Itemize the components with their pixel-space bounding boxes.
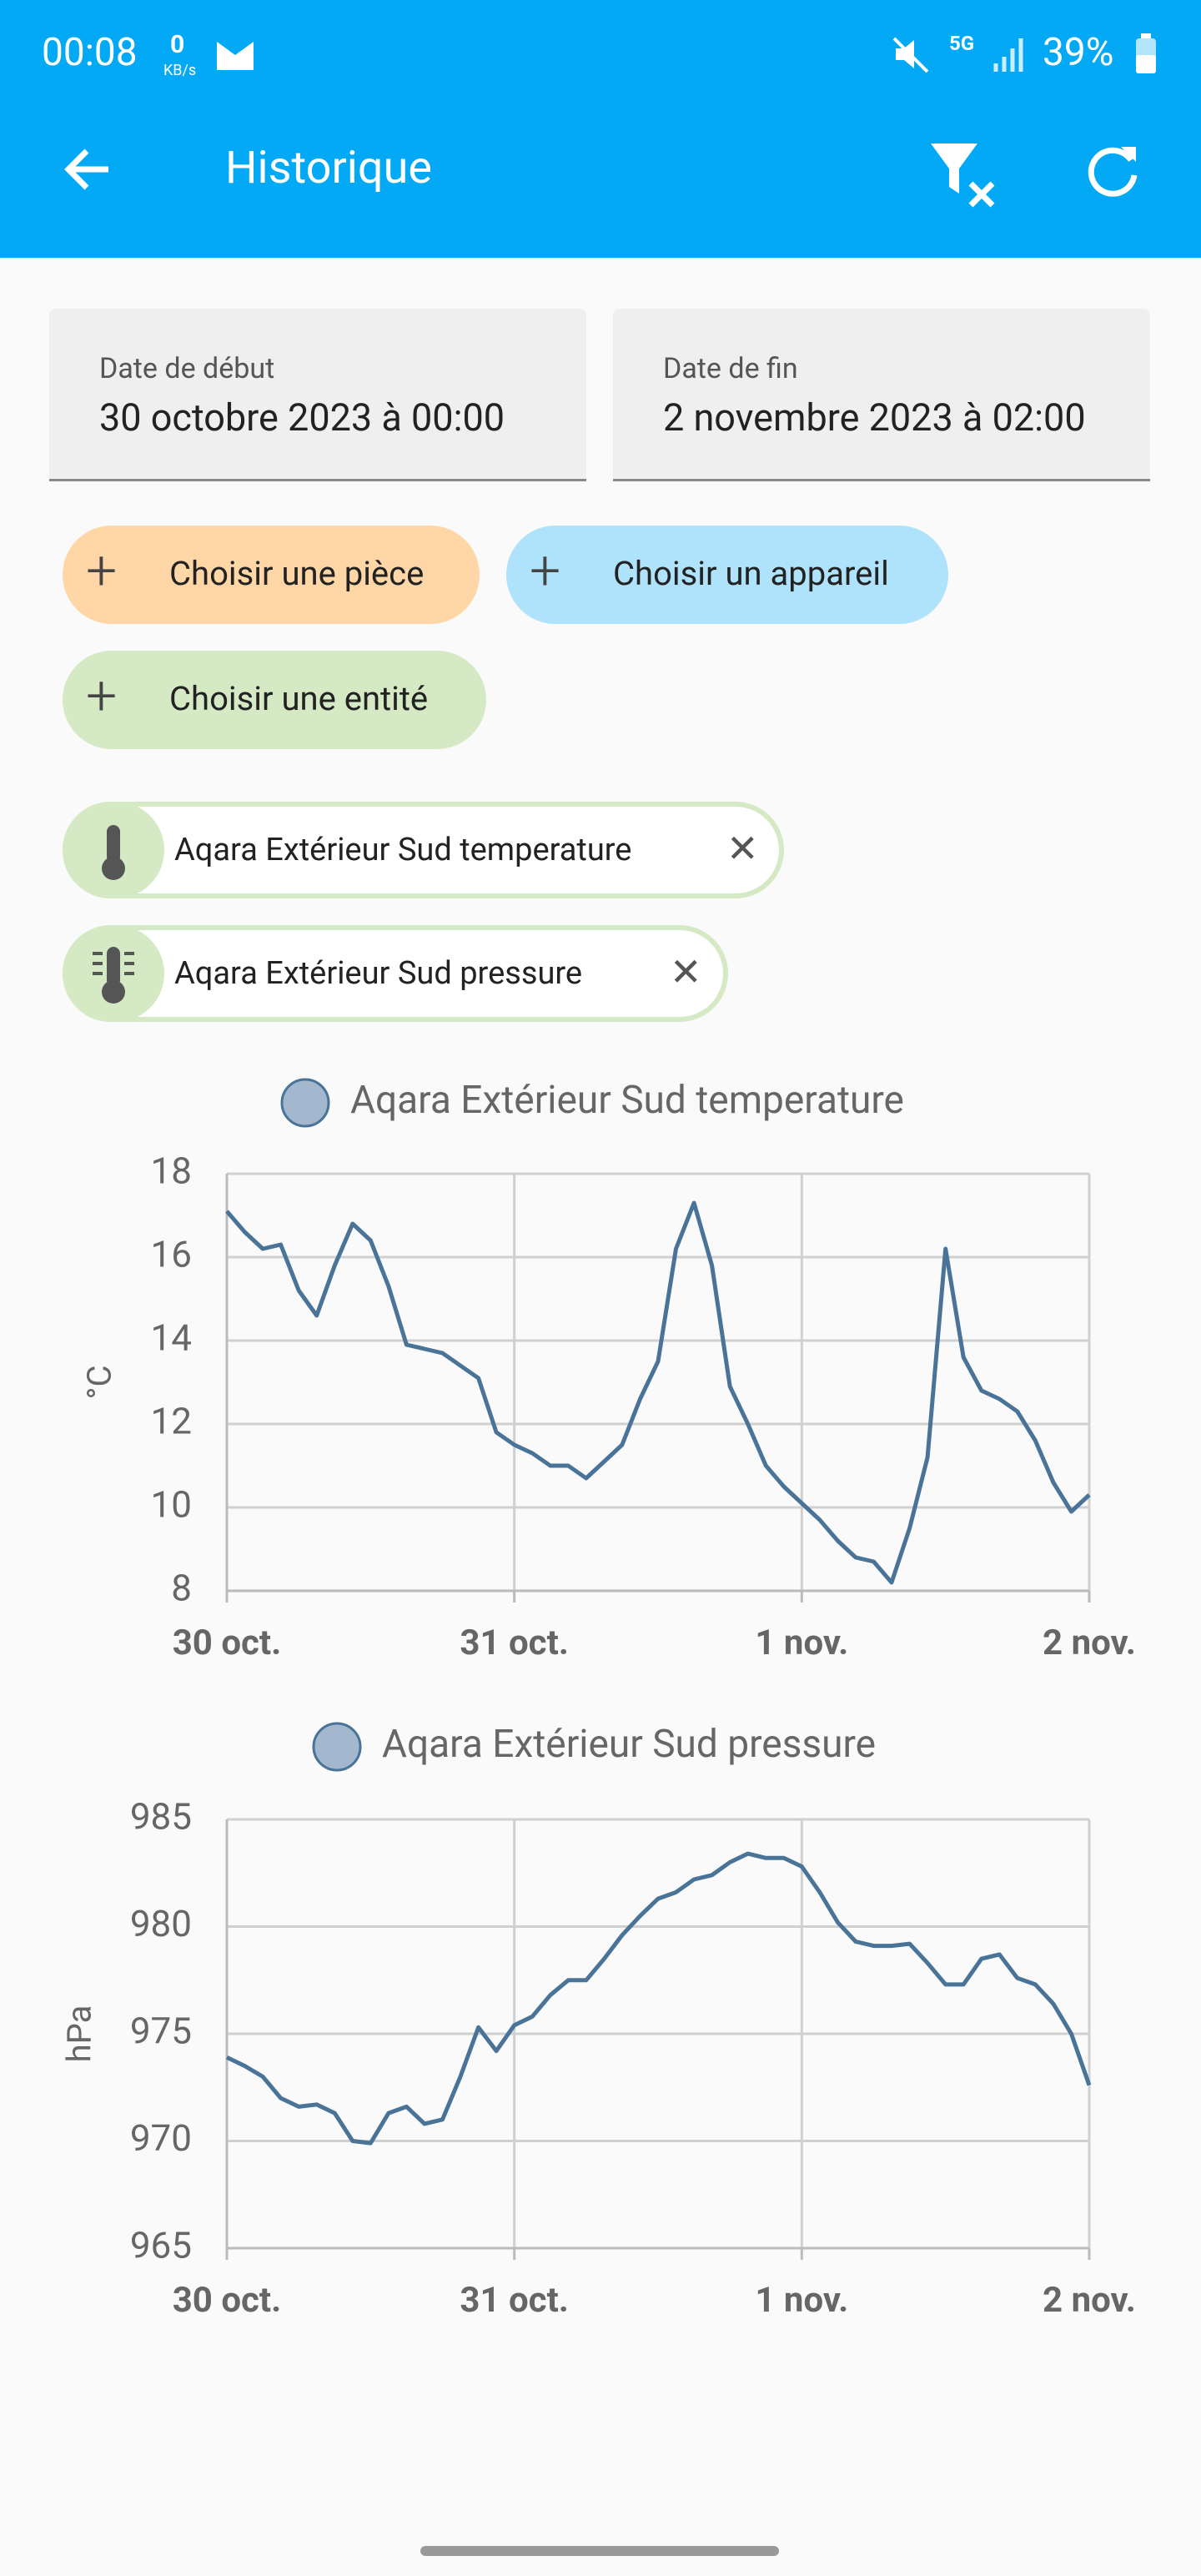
y-tick-label: 980 — [130, 1902, 192, 1945]
remove-button[interactable]: ✕ — [670, 950, 702, 995]
y-tick-label: 965 — [130, 2224, 192, 2267]
pressure-icon — [93, 947, 134, 1004]
y-tick-label: 975 — [130, 2010, 192, 2053]
clock: 00:08 — [42, 30, 138, 75]
net-unit: KB/s — [163, 62, 197, 79]
network-type: 5G — [949, 32, 975, 55]
x-tick-label: 1 nov. — [755, 2280, 848, 2321]
field-value: 30 octobre 2023 à 00:00 — [99, 395, 505, 440]
y-tick-label: 985 — [130, 1795, 192, 1839]
clear-filter-button[interactable] — [926, 138, 1001, 209]
remove-button[interactable]: ✕ — [726, 827, 759, 872]
y-tick-label: 14 — [151, 1316, 192, 1360]
x-tick-label: 2 nov. — [1043, 1623, 1136, 1663]
battery-icon — [1136, 33, 1156, 73]
x-tick-label: 31 oct. — [460, 1623, 569, 1663]
thermometer-icon — [102, 825, 125, 880]
y-tick-label: 12 — [151, 1400, 192, 1443]
legend-label: Aqara Extérieur Sud pressure — [382, 1722, 876, 1767]
entity-chip[interactable]: + Choisir une entité — [63, 651, 486, 749]
chip-label: Choisir une entité — [169, 679, 429, 718]
x-tick-label: 1 nov. — [755, 1623, 848, 1663]
chip-label: Aqara Extérieur Sud temperature — [174, 832, 632, 868]
legend-marker — [280, 1078, 330, 1128]
chip-label: Aqara Extérieur Sud pressure — [174, 955, 583, 992]
status-and-app-bar — [0, 0, 1201, 258]
chip-label: Choisir un appareil — [613, 554, 889, 593]
field-value: 2 novembre 2023 à 02:00 — [663, 395, 1086, 440]
y-tick-label: 970 — [130, 2116, 192, 2160]
field-label: Date de début — [99, 352, 275, 385]
back-button[interactable] — [58, 140, 117, 199]
legend-marker — [312, 1722, 362, 1772]
device-chip[interactable]: + Choisir un appareil — [506, 526, 948, 624]
y-axis-label: °C — [80, 1366, 119, 1400]
start-date-field[interactable]: Date de début 30 octobre 2023 à 00:00 — [49, 309, 586, 481]
y-tick-label: 18 — [151, 1150, 192, 1193]
refresh-button[interactable] — [1084, 142, 1143, 200]
y-tick-label: 10 — [151, 1483, 192, 1527]
room-chip[interactable]: + Choisir une pièce — [63, 526, 480, 624]
battery-level: 39% — [1043, 30, 1114, 75]
legend-label: Aqara Extérieur Sud temperature — [350, 1078, 904, 1123]
field-label: Date de fin — [663, 352, 798, 385]
y-axis-label: hPa — [60, 2005, 99, 2063]
selected-entity-chip[interactable]: Aqara Extérieur Sud pressure ✕ — [63, 925, 728, 1022]
data-line — [225, 1851, 1092, 2146]
end-date-field[interactable]: Date de fin 2 novembre 2023 à 02:00 — [613, 309, 1150, 481]
home-indicator — [420, 2546, 779, 2556]
data-line — [225, 1200, 1091, 1585]
app-bar-title: Historique — [225, 142, 432, 194]
chip-label: Choisir une pièce — [169, 554, 425, 593]
y-tick-label: 16 — [151, 1233, 192, 1276]
mute-icon — [892, 37, 929, 73]
net-speed: 0 — [170, 30, 185, 59]
x-tick-label: 31 oct. — [460, 2280, 569, 2321]
mail-icon — [217, 42, 254, 70]
x-tick-label: 2 nov. — [1043, 2280, 1136, 2321]
y-tick-label: 8 — [171, 1567, 192, 1610]
x-tick-label: 30 oct. — [173, 2280, 282, 2321]
signal-icon — [993, 38, 1023, 72]
selected-entity-chip[interactable]: Aqara Extérieur Sud temperature ✕ — [63, 802, 784, 898]
x-tick-label: 30 oct. — [173, 1623, 282, 1663]
